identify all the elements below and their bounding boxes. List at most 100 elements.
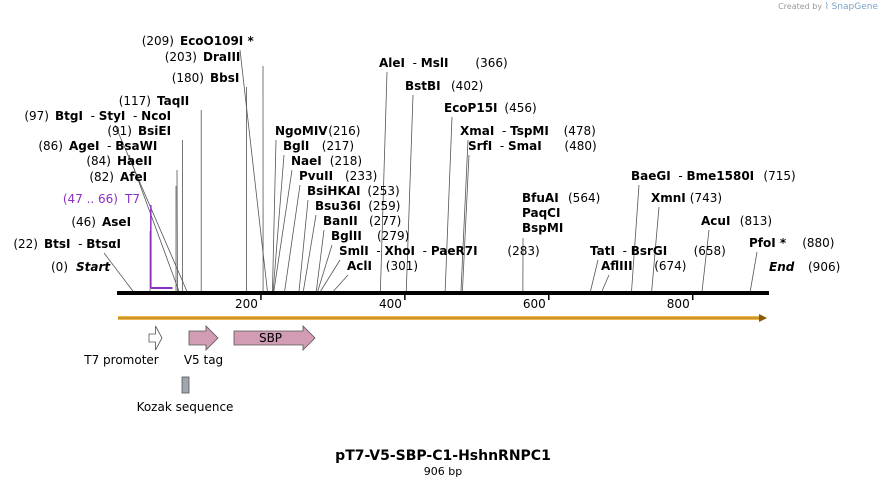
leader-pvuii — [284, 184, 301, 292]
leader-naei — [273, 169, 293, 292]
site-srfi[interactable]: SrfI - SmaI (480) — [468, 139, 597, 153]
site-pos-bstbi: (402) — [451, 79, 483, 93]
feature-v5-tag[interactable]: V5 tag — [184, 325, 223, 367]
site-pos-xmni: (743) — [690, 191, 722, 205]
site-pos-bsihkai: (253) — [367, 184, 399, 198]
site-acui[interactable]: AcuI (813) — [701, 214, 772, 228]
site-afei[interactable]: (82) AfeI — [89, 170, 147, 184]
leader-ecoo109i — [239, 49, 268, 292]
site-bsu36i[interactable]: Bsu36I (259) — [315, 199, 400, 213]
site-pos-smli: (283) — [507, 244, 539, 258]
feature-label-v5-tag: V5 tag — [184, 353, 223, 367]
site-asei[interactable]: (46) AseI — [71, 215, 131, 229]
site-pos-naei: (218) — [330, 154, 362, 168]
feature-shape-v5-tag — [188, 325, 219, 351]
site-pos-srfi: (480) — [564, 139, 596, 153]
site-label-bspmi: BspMI — [522, 221, 563, 235]
leader-alei — [379, 71, 388, 292]
site-taqii[interactable]: (117) TaqII — [119, 94, 190, 108]
site-acli[interactable]: AclI (301) — [347, 259, 418, 273]
site-banii[interactable]: BanII (277) — [323, 214, 401, 228]
site-label-bbsi: BbsI — [210, 71, 239, 85]
site-afliii[interactable]: AflIII (674) — [601, 259, 686, 273]
site-label-bfuai: BfuAI — [522, 191, 559, 205]
site-bbsi[interactable]: (180) BbsI — [172, 71, 240, 85]
end-pos: (906) — [808, 260, 840, 274]
leader-bsu36i — [302, 214, 317, 292]
site-bspmi[interactable]: BspMI — [522, 221, 563, 235]
site-label-acui: AcuI — [701, 214, 730, 228]
site-pos-afliii: (674) — [654, 259, 686, 273]
site-pvuii[interactable]: PvuII (233) — [299, 169, 377, 183]
site-pos-ngomiv: (216) — [328, 124, 360, 138]
site-agei[interactable]: (86) AgeI - BsaWI — [38, 139, 157, 153]
site-label-acli: AclI — [347, 259, 372, 273]
site-ecop15i[interactable]: EcoP15I (456) — [444, 101, 537, 115]
feature-label-sbp: SBP — [259, 331, 282, 345]
site-pos-taqii: (117) — [119, 94, 151, 108]
orf-arrow — [118, 314, 767, 322]
site-xmai[interactable]: XmaI - TspMI (478) — [460, 124, 596, 138]
end-label: End — [769, 260, 795, 274]
site-pos-acli: (301) — [386, 259, 418, 273]
site-pos-bgli: (217) — [322, 139, 354, 153]
plasmid-length: 906 bp — [423, 465, 463, 478]
site-alei[interactable]: AleI - MslI (366) — [379, 56, 508, 70]
site-bsiei[interactable]: (91) BsiEI — [107, 124, 171, 138]
feature-shape-t7-promoter — [148, 325, 163, 351]
site-paqci[interactable]: PaqCI — [522, 206, 560, 220]
site-pos-banii: (277) — [369, 214, 401, 228]
credit-prefix: Created by — [778, 2, 823, 11]
feature-sbp[interactable]: SBP — [233, 325, 316, 351]
site-ngomiv[interactable]: NgoMIV (216) — [275, 124, 360, 138]
leader-ngomiv — [272, 139, 277, 292]
site-label-afliii: AflIII — [601, 259, 633, 273]
site-baegi[interactable]: BaeGI - Bme1580I (715) — [631, 169, 796, 183]
site-tati[interactable]: TatI - BsrGI (658) — [590, 244, 726, 258]
ruler-label-800: 800 — [667, 297, 690, 311]
site-bstbi[interactable]: BstBI (402) — [405, 79, 483, 93]
leader-pfoi — [749, 251, 758, 292]
feature-kozak-sequence[interactable]: Kozak sequence — [137, 376, 234, 414]
feature-t7-promoter[interactable]: T7 promoter — [83, 325, 163, 367]
ruler: 200 400 600 800 — [235, 295, 694, 311]
site-ecoo109i[interactable]: (209) EcoO109I * — [142, 34, 255, 48]
leader-bglii — [317, 244, 333, 292]
leader-xmni — [651, 206, 660, 292]
site-label-haeii: HaeII — [117, 154, 152, 168]
site-btsi[interactable]: (22) BtsI - BtsαI — [13, 237, 121, 251]
site-label-ngomiv: NgoMIV — [275, 124, 328, 138]
site-bglii[interactable]: BglII (279) — [331, 229, 409, 243]
leader-bgli — [272, 154, 285, 292]
site-pos-bbsi: (180) — [172, 71, 204, 85]
site-label-ecoo109i: EcoO109I * — [180, 34, 254, 48]
site-xmni[interactable]: XmnI (743) — [651, 191, 722, 205]
site-haeii[interactable]: (84) HaeII — [86, 154, 152, 168]
leader-agei — [128, 154, 180, 292]
leader-ecop15i — [444, 116, 453, 292]
site-bsihkai[interactable]: BsiHKAI (253) — [307, 184, 400, 198]
site-smli[interactable]: SmlI - XhoI - PaeR7I (283) — [339, 244, 540, 258]
site-naei[interactable]: NaeI (218) — [291, 154, 362, 168]
site-pos-draiii: (203) — [165, 50, 197, 64]
site-btgi[interactable]: (97) BtgI - StyI - NcoI — [24, 109, 171, 123]
site-pos-asei: (46) — [71, 215, 96, 229]
ruler-label-600: 600 — [523, 297, 546, 311]
site-pfoi[interactable]: PfoI * (880) — [749, 236, 834, 250]
site-pos-agei: (86) — [38, 139, 63, 153]
plasmid-name: pT7-V5-SBP-C1-HshnRNPC1 — [335, 448, 551, 464]
site-bgli[interactable]: BglI (217) — [283, 139, 354, 153]
feature-label-t7-promoter: T7 promoter — [83, 353, 159, 367]
ruler-label-400: 400 — [379, 297, 402, 311]
orf-head — [759, 314, 767, 322]
site-label-btsi: BtsI - BtsαI — [44, 237, 121, 251]
site-pos-baegi: (715) — [763, 169, 795, 183]
site-bfuai[interactable]: BfuAI (564) — [522, 191, 600, 205]
backbone-line — [117, 291, 769, 295]
site-label-bstbi: BstBI — [405, 79, 441, 93]
leader-afliii — [601, 274, 610, 292]
site-draiii[interactable]: (203) DraIII — [165, 50, 241, 64]
leader-btsi — [103, 252, 134, 292]
site-pos-tati: (658) — [694, 244, 726, 258]
site-pos-bsu36i: (259) — [368, 199, 400, 213]
